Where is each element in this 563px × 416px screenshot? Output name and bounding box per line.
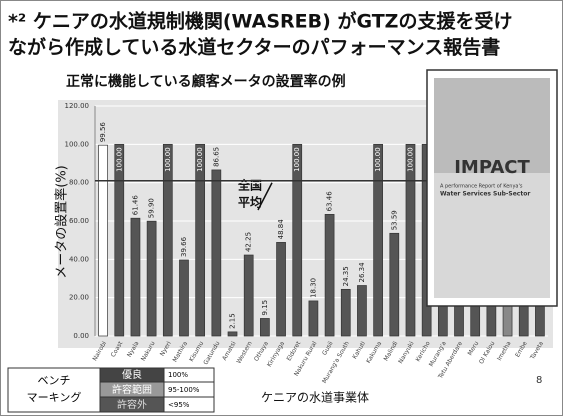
value-label: 18.30 <box>309 278 317 298</box>
report-cover: IMPACT A performance Report of Kenya's W… <box>426 69 558 307</box>
bar <box>211 169 222 337</box>
bar <box>276 242 286 337</box>
legend-item: 許容範囲 <box>112 383 152 396</box>
value-label: 2.15 <box>229 313 237 329</box>
bar <box>502 304 513 337</box>
cover-subtitle: Water Services Sub-Sector <box>440 191 530 198</box>
slide-title-line-2: ながら作成している水道セクターのパフォーマンス報告書 <box>8 36 500 59</box>
benchmark-legend: ベンチ マーキング 優良 100% 許容範囲 95-100% 許容外 <95% <box>7 367 215 413</box>
legend-range: 100% <box>168 371 188 379</box>
value-label: 9.15 <box>261 300 269 316</box>
legend-title: マーキング <box>27 390 82 404</box>
slide-title-line-1: *² ケニアの水道規制機関(WASREB) がGTZの支援を受け <box>8 10 512 33</box>
chart-subtitle: 正常に機能している顧客メータの設置率の例 <box>66 73 346 90</box>
value-label: 100.00 <box>406 147 414 172</box>
legend-title: ベンチ <box>38 374 71 387</box>
legend-item: 許容外 <box>117 398 147 411</box>
cover-band <box>434 78 550 173</box>
bar <box>98 144 108 337</box>
value-label: 26.34 <box>358 262 366 283</box>
bar <box>308 300 319 337</box>
x-axis-label: ケニアの水道事業体 <box>261 391 369 405</box>
bar <box>162 143 173 337</box>
y-tick-label: 100.00 <box>65 140 90 148</box>
bar <box>227 331 238 337</box>
y-tick-label: 0.00 <box>73 332 89 340</box>
average-label: 全国 <box>237 178 262 193</box>
value-label: 99.56 <box>99 122 107 143</box>
value-label: 42.25 <box>245 232 253 252</box>
value-label: 100.00 <box>196 147 204 172</box>
legend-range: 95-100% <box>168 386 200 394</box>
legend-range: <95% <box>168 401 190 409</box>
bar <box>146 220 157 337</box>
value-label: 100.00 <box>374 147 382 172</box>
y-tick-label: 80.00 <box>69 179 89 187</box>
bar <box>373 143 383 337</box>
y-axis-label: メータの設置率(%) <box>54 165 70 279</box>
value-label: 61.46 <box>131 195 139 216</box>
cover-title: IMPACT <box>454 157 530 178</box>
y-tick-label: 20.00 <box>69 294 89 302</box>
bar <box>130 217 141 337</box>
bar <box>324 214 335 337</box>
y-tick-label: 120.00 <box>65 102 90 110</box>
y-tick-label: 40.00 <box>69 255 89 263</box>
cover-subtitle: A performance Report of Kenya's <box>440 184 523 190</box>
legend-item: 優良 <box>122 368 142 381</box>
value-label: 63.46 <box>326 191 334 212</box>
bar <box>114 143 125 337</box>
bar <box>179 259 189 337</box>
value-label: 59.90 <box>148 198 156 218</box>
average-label: 平均 <box>238 195 262 210</box>
bar <box>340 288 351 337</box>
bar <box>357 285 367 337</box>
bar <box>260 318 270 337</box>
value-label: 86.65 <box>212 147 220 167</box>
average-pointer <box>257 182 273 211</box>
value-label: 100.00 <box>115 147 123 172</box>
bar <box>389 232 400 337</box>
bar <box>292 143 303 337</box>
value-label: 48.84 <box>277 219 285 240</box>
bar <box>405 143 416 337</box>
bar <box>243 254 254 337</box>
value-label: 100.00 <box>164 147 172 172</box>
page-number: 8 <box>536 375 542 386</box>
value-label: 53.59 <box>390 210 398 230</box>
value-label: 39.66 <box>180 236 188 257</box>
legend-cell <box>163 396 215 413</box>
y-tick-label: 60.00 <box>69 217 89 225</box>
value-label: 24.35 <box>342 266 350 286</box>
bar <box>195 143 206 337</box>
legend-cell <box>7 367 101 413</box>
value-label: 100.00 <box>293 147 301 172</box>
